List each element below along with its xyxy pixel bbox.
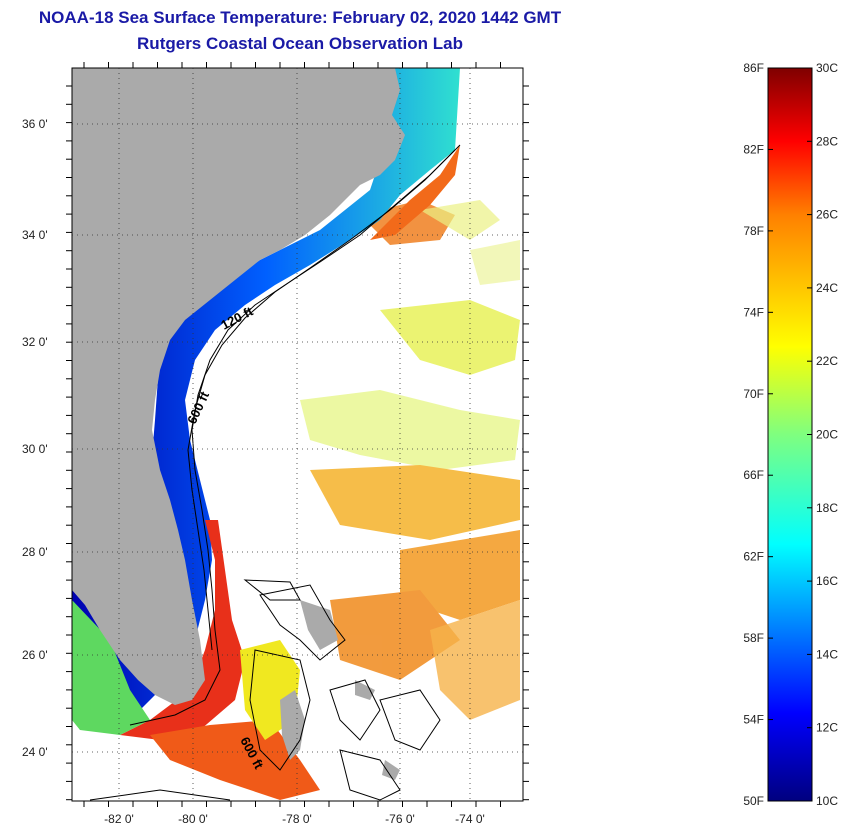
lon-label: -82 0'	[104, 812, 134, 826]
colorbar-c-label: 26C	[816, 208, 838, 222]
sst-keys-warm	[150, 720, 320, 800]
colorbar-c-label: 22C	[816, 354, 838, 368]
lat-label: 28 0'	[22, 545, 48, 559]
map-frame	[71, 67, 524, 802]
colorbar-f-label: 66F	[743, 468, 764, 482]
colorbar-c-label: 10C	[816, 794, 838, 808]
map-subtitle: Rutgers Coastal Ocean Observation Lab	[137, 34, 463, 53]
colorbar-f-label: 70F	[743, 387, 764, 401]
colorbar-c-label: 18C	[816, 501, 838, 515]
lon-label: -74 0'	[455, 812, 485, 826]
lat-label: 36 0'	[22, 117, 48, 131]
colorbar-c-label: 24C	[816, 281, 838, 295]
colorbar-f-label: 78F	[743, 224, 764, 238]
colorbar-gradient	[767, 67, 813, 802]
lat-label: 24 0'	[22, 745, 48, 759]
colorbar-fahrenheit-labels: 86F 82F 78F 74F 70F 66F 62F 58F 54F 50F	[743, 61, 764, 808]
lat-label: 26 0'	[22, 648, 48, 662]
colorbar-ticks	[768, 67, 812, 802]
colorbar-f-label: 58F	[743, 631, 764, 645]
colorbar-celsius-labels: 30C 28C 26C 24C 22C 20C 18C 16C 14C 12C 10C	[816, 61, 838, 808]
colorbar-f-label: 62F	[743, 550, 764, 564]
colorbar-f-label: 54F	[743, 713, 764, 727]
colorbar-c-label: 16C	[816, 574, 838, 588]
map-area	[72, 68, 523, 801]
land-mainland	[72, 68, 405, 705]
lat-label: 30 0'	[22, 442, 48, 456]
frame-ticks	[66, 62, 529, 807]
graticule-grid	[72, 68, 523, 801]
colorbar-c-label: 30C	[816, 61, 838, 75]
lat-label: 34 0'	[22, 228, 48, 242]
colorbar: 86F 82F 78F 74F 70F 66F 62F 58F 54F 50F 30C 28C 26C…	[743, 61, 838, 808]
colorbar-f-label: 74F	[743, 305, 764, 319]
lon-label: -76 0'	[385, 812, 415, 826]
colorbar-f-label: 82F	[743, 142, 764, 156]
lon-label: -78 0'	[282, 812, 312, 826]
sst-offshore-patches	[300, 200, 520, 720]
longitude-labels: -82 0' -80 0' -78 0' -76 0' -74 0'	[104, 812, 485, 826]
colorbar-f-label: 86F	[743, 61, 764, 75]
colorbar-c-label: 28C	[816, 134, 838, 148]
latitude-labels: 36 0' 34 0' 32 0' 30 0' 28 0' 26 0' 24 0'	[22, 117, 48, 759]
map-title: NOAA-18 Sea Surface Temperature: Februar…	[38, 8, 562, 27]
colorbar-c-label: 14C	[816, 647, 838, 661]
colorbar-f-label: 50F	[743, 794, 764, 808]
bathymetry-contours	[89, 144, 461, 801]
colorbar-c-label: 12C	[816, 721, 838, 735]
sst-florida-bay	[72, 600, 150, 735]
sst-gulf-stream-south	[120, 520, 245, 740]
colorbar-c-label: 20C	[816, 428, 838, 442]
lon-label: -80 0'	[178, 812, 208, 826]
lat-label: 32 0'	[22, 335, 48, 349]
